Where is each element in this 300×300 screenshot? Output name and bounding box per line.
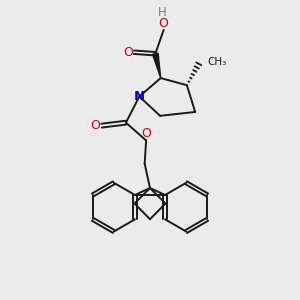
Text: H: H [158, 6, 167, 19]
Text: O: O [141, 128, 151, 140]
Text: N: N [134, 90, 145, 103]
Text: O: O [91, 119, 100, 132]
Text: O: O [123, 46, 133, 59]
Polygon shape [153, 53, 161, 78]
Text: CH₃: CH₃ [207, 57, 226, 67]
Text: O: O [159, 17, 169, 30]
